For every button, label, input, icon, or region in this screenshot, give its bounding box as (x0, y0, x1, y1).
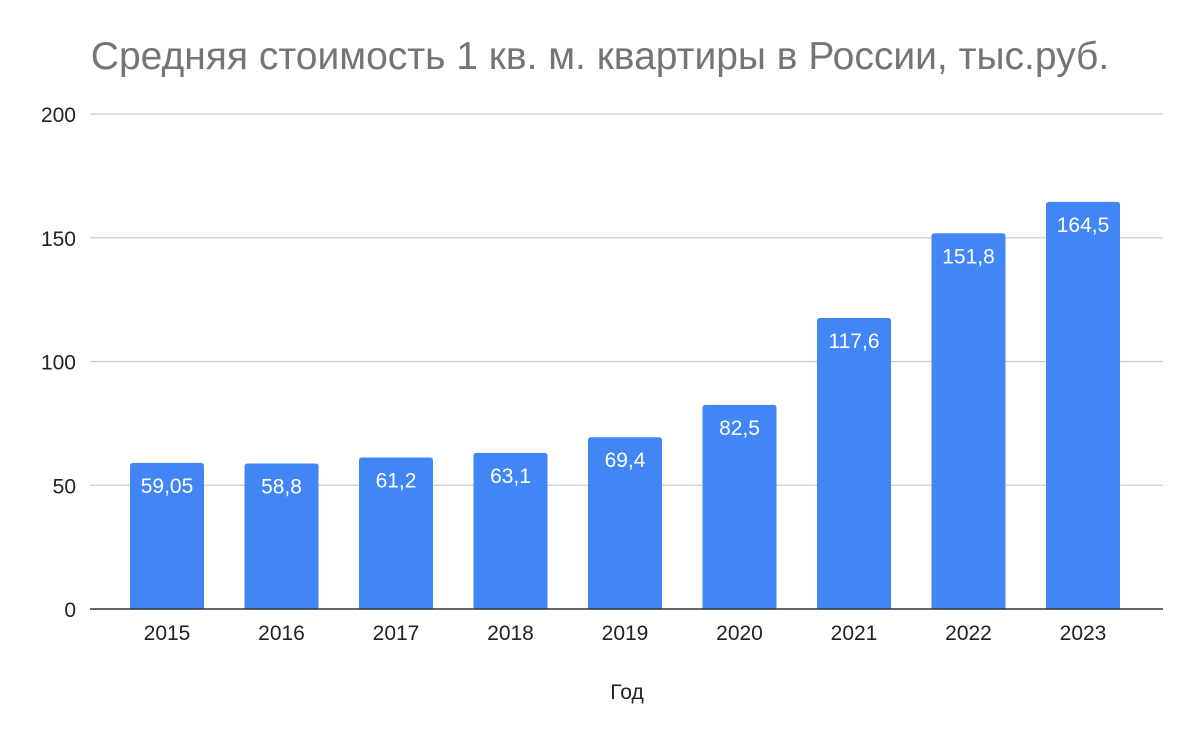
x-tick-label: 2015 (144, 622, 191, 645)
x-tick-label: 2018 (487, 622, 534, 645)
bars (130, 201, 1120, 610)
y-axis-ticks: 0 50 100 150 200 (41, 104, 76, 622)
data-label-2015: 59,05 (141, 475, 194, 498)
x-axis-title: Год (610, 681, 643, 704)
data-label-2023: 164,5 (1057, 214, 1110, 237)
data-label-2017: 61,2 (376, 470, 417, 493)
data-label-2016: 58,8 (261, 475, 302, 498)
bar-2019 (588, 437, 662, 609)
data-label-2018: 63,1 (490, 465, 531, 488)
y-tick-label: 50 (53, 475, 76, 498)
x-tick-label: 2023 (1060, 622, 1107, 645)
bar-2016 (244, 463, 319, 609)
x-tick-label: 2017 (373, 622, 420, 645)
data-label-2019: 69,4 (605, 449, 646, 472)
bar-2021 (817, 317, 891, 609)
y-tick-label: 100 (41, 352, 76, 375)
bar-2017 (359, 457, 433, 609)
data-label-2022: 151,8 (942, 245, 995, 268)
data-label-2020: 82,5 (719, 417, 760, 440)
chart-title: Средняя стоимость 1 кв. м. квартиры в Ро… (90, 35, 1110, 78)
x-axis-ticks: 2015 2016 2017 2018 2019 2020 2021 2022 2023 (144, 622, 1107, 645)
x-tick-label: 2016 (258, 622, 305, 645)
bar-2022 (931, 233, 1006, 610)
y-tick-label: 150 (41, 228, 76, 251)
bar-2023 (1046, 201, 1120, 610)
data-label-2021: 117,6 (829, 330, 880, 353)
bar-2015 (130, 462, 204, 609)
y-tick-label: 200 (41, 104, 76, 127)
x-tick-label: 2021 (831, 622, 878, 645)
y-tick-label: 0 (64, 599, 76, 622)
data-labels: 59,05 58,8 61,2 63,1 69,4 82,5 117,6 151,8 164,5 (141, 214, 1110, 499)
bar-2020 (702, 404, 777, 609)
x-tick-label: 2019 (602, 622, 649, 645)
bar-2018 (473, 452, 548, 609)
x-tick-label: 2022 (945, 622, 992, 645)
x-tick-label: 2020 (716, 622, 763, 645)
